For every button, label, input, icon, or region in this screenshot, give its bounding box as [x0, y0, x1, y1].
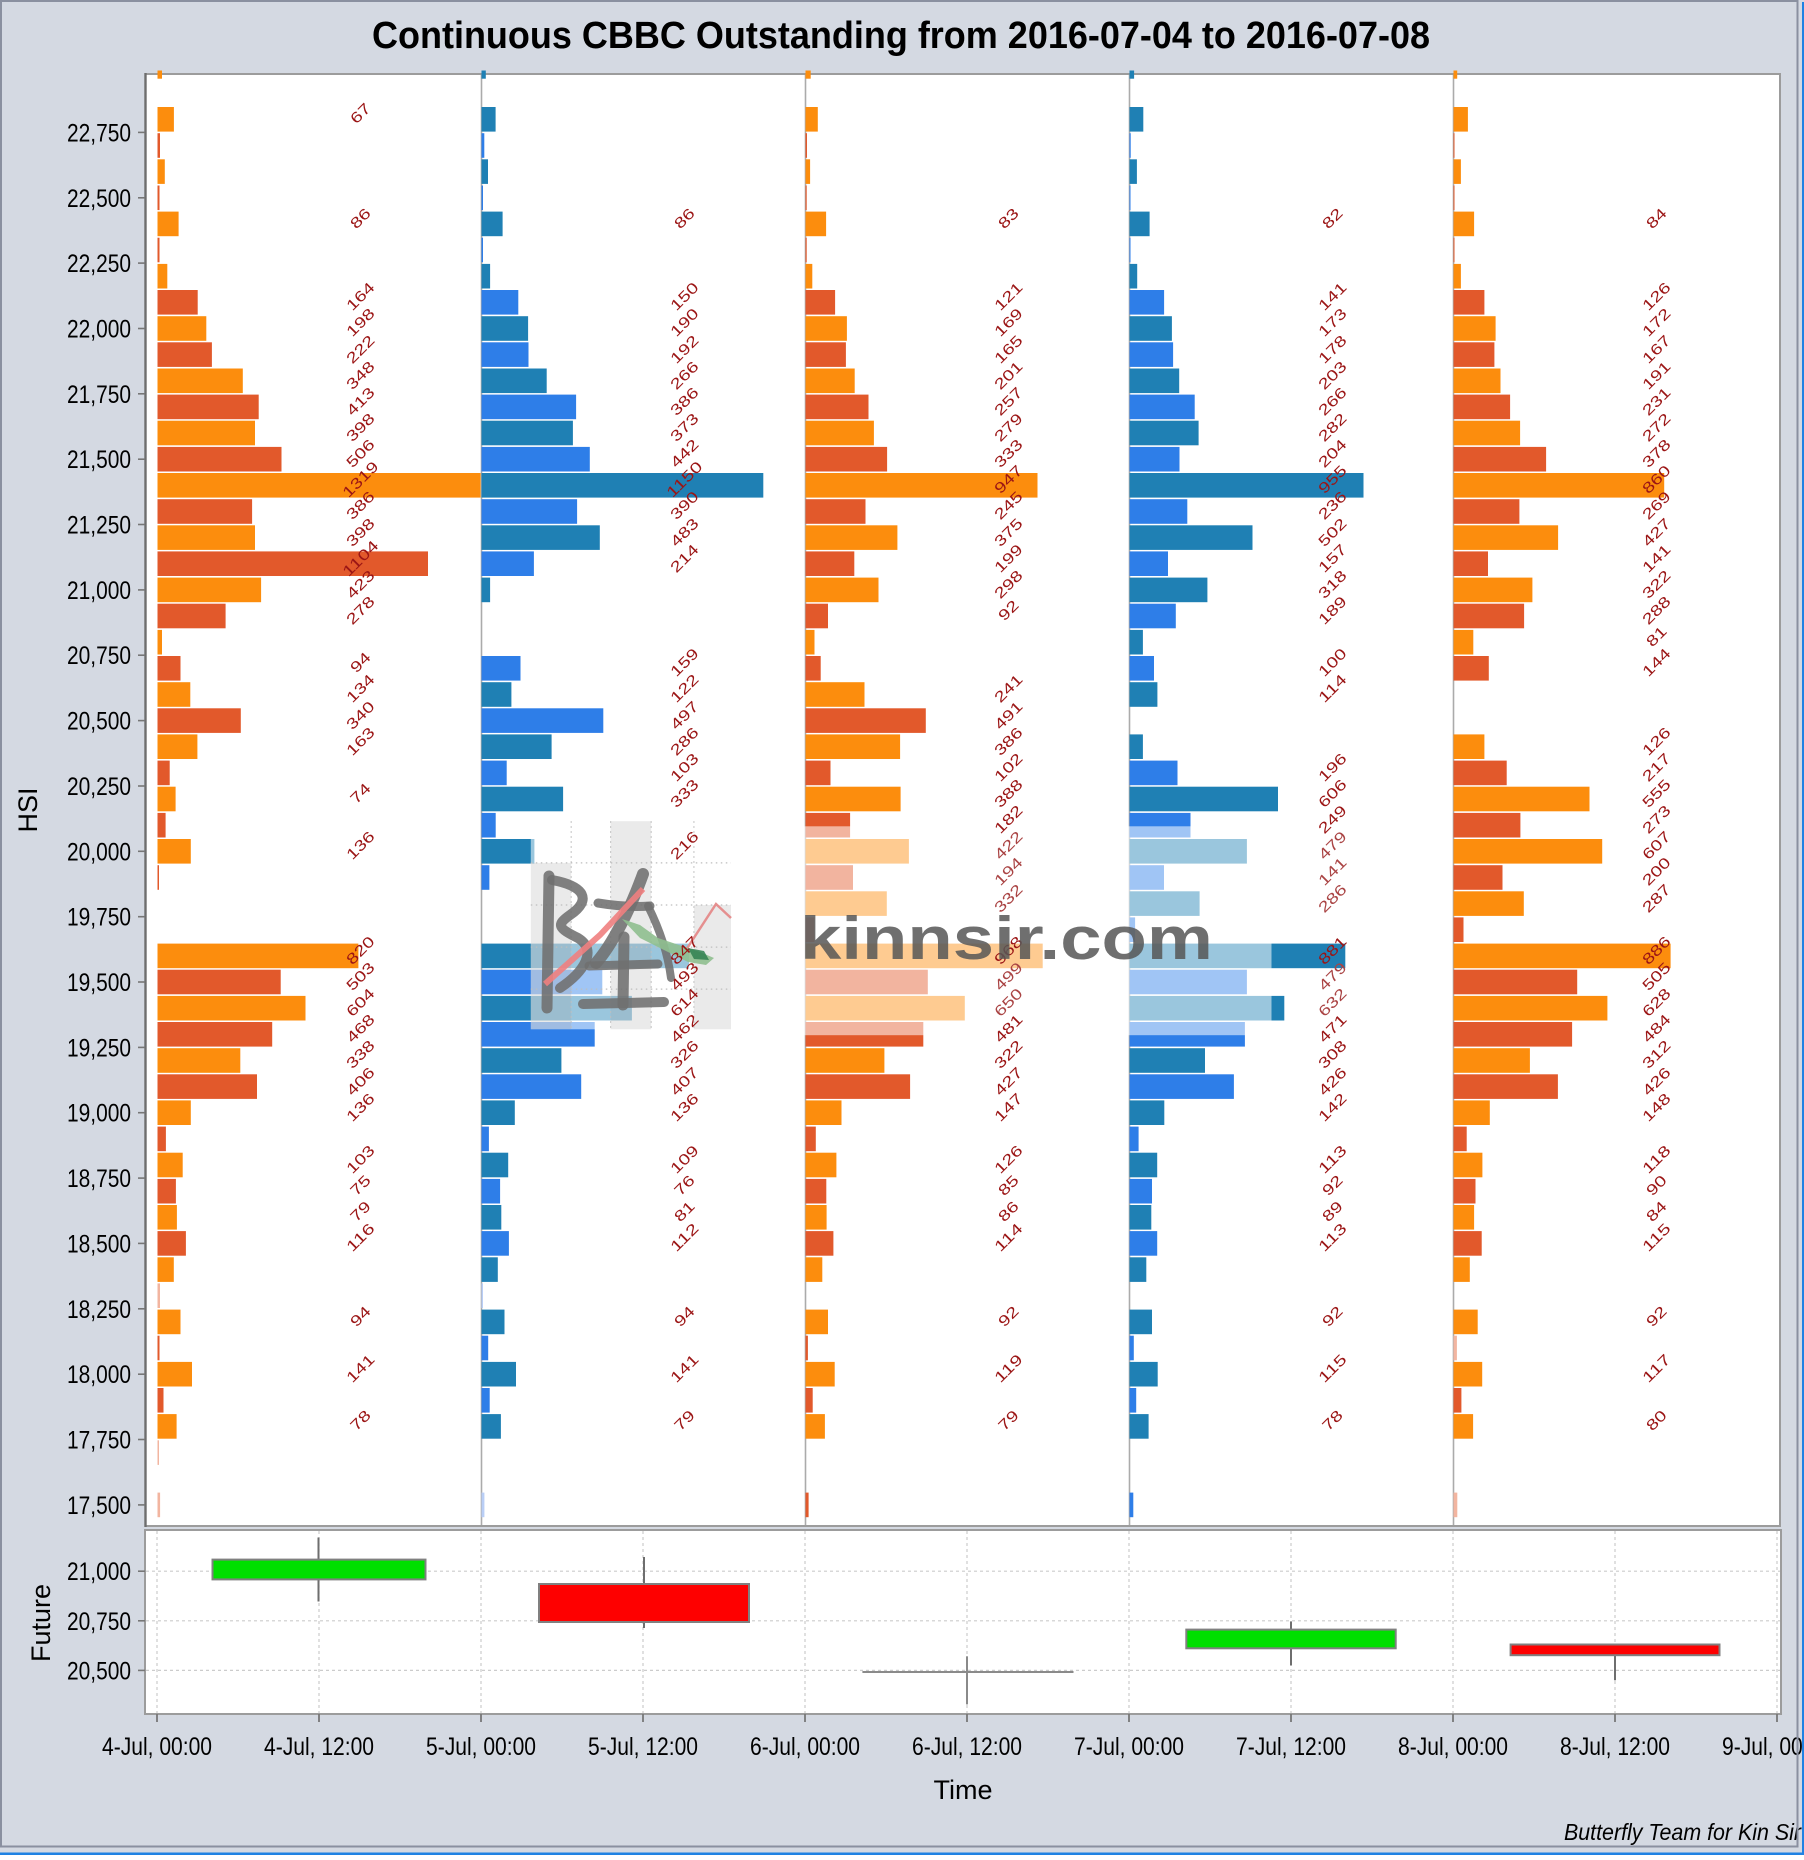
svg-text:20,750: 20,750: [67, 642, 131, 670]
svg-text:19,500: 19,500: [67, 969, 131, 997]
svg-text:HSI: HSI: [13, 787, 43, 832]
svg-text:17,500: 17,500: [67, 1492, 131, 1520]
svg-text:19,000: 19,000: [67, 1100, 131, 1128]
svg-text:17,750: 17,750: [67, 1427, 131, 1455]
svg-text:7-Jul, 00:00: 7-Jul, 00:00: [1074, 1733, 1184, 1761]
svg-text:Continuous CBBC Outstanding fr: Continuous CBBC Outstanding from 2016-07…: [372, 15, 1430, 57]
svg-text:22,750: 22,750: [67, 119, 131, 147]
svg-text:4-Jul, 12:00: 4-Jul, 12:00: [264, 1733, 374, 1761]
svg-text:20,000: 20,000: [67, 838, 131, 866]
svg-text:20,250: 20,250: [67, 773, 131, 801]
svg-text:19,750: 19,750: [67, 904, 131, 932]
svg-text:19,250: 19,250: [67, 1034, 131, 1062]
svg-text:7-Jul, 12:00: 7-Jul, 12:00: [1236, 1733, 1346, 1761]
svg-text:9-Jul, 00:00: 9-Jul, 00:00: [1722, 1733, 1804, 1761]
svg-text:18,250: 18,250: [67, 1296, 131, 1324]
svg-text:Future: Future: [26, 1584, 56, 1662]
svg-text:22,250: 22,250: [67, 250, 131, 278]
svg-text:5-Jul, 12:00: 5-Jul, 12:00: [588, 1733, 698, 1761]
svg-text:8-Jul, 12:00: 8-Jul, 12:00: [1560, 1733, 1670, 1761]
svg-text:18,750: 18,750: [67, 1165, 131, 1193]
svg-text:21,000: 21,000: [67, 1558, 131, 1586]
svg-text:22,500: 22,500: [67, 185, 131, 213]
svg-text:22,000: 22,000: [67, 316, 131, 344]
svg-text:21,750: 21,750: [67, 381, 131, 409]
svg-text:6-Jul, 00:00: 6-Jul, 00:00: [750, 1733, 860, 1761]
svg-text:18,000: 18,000: [67, 1361, 131, 1389]
svg-text:kinnsir.com: kinnsir.com: [800, 905, 1213, 972]
svg-text:5-Jul, 00:00: 5-Jul, 00:00: [426, 1733, 536, 1761]
svg-text:21,500: 21,500: [67, 446, 131, 474]
svg-text:8-Jul, 00:00: 8-Jul, 00:00: [1398, 1733, 1508, 1761]
svg-text:6-Jul, 12:00: 6-Jul, 12:00: [912, 1733, 1022, 1761]
svg-text:Butterfly Team for Kin Sir: Butterfly Team for Kin Sir: [1564, 1819, 1802, 1845]
svg-text:Time: Time: [934, 1775, 993, 1805]
svg-text:21,000: 21,000: [67, 577, 131, 605]
svg-text:20,500: 20,500: [67, 1657, 131, 1685]
svg-text:20,750: 20,750: [67, 1608, 131, 1636]
svg-text:21,250: 21,250: [67, 512, 131, 540]
svg-text:4-Jul, 00:00: 4-Jul, 00:00: [102, 1733, 212, 1761]
svg-text:18,500: 18,500: [67, 1230, 131, 1258]
svg-text:20,500: 20,500: [67, 708, 131, 736]
